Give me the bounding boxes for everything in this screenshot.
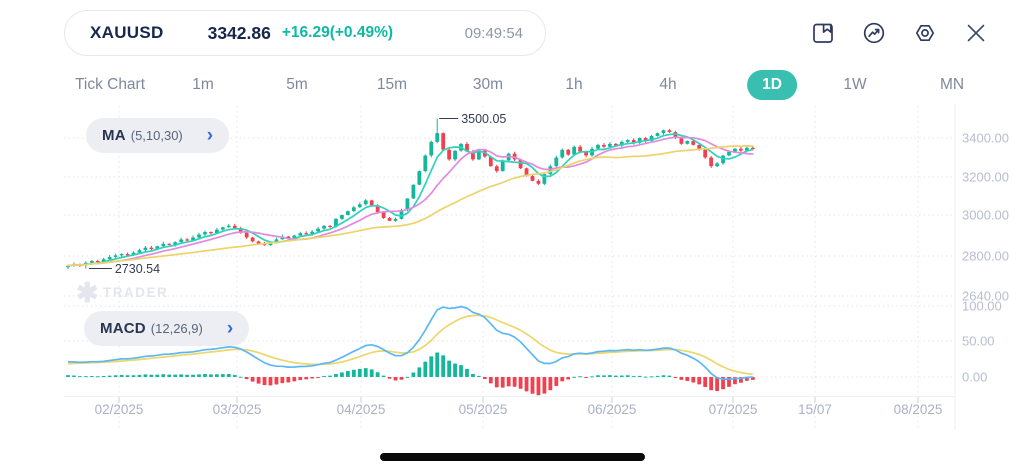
watermark-logo: ✱ <box>76 278 99 308</box>
date-axis-label: 04/2025 <box>337 402 386 417</box>
price-axis-label: 2640.00 <box>962 289 1009 304</box>
settings-button[interactable] <box>912 20 938 46</box>
gear-icon <box>915 24 935 42</box>
timeframe-tab-tick-chart[interactable]: Tick Chart <box>69 75 151 95</box>
watermark-text: TRADER <box>103 285 168 300</box>
date-axis-label: 15/07 <box>798 402 832 417</box>
date-axis-label: 05/2025 <box>459 402 508 417</box>
price-axis-label: 3400.00 <box>962 131 1009 146</box>
last-price: 3342.86 <box>207 22 271 43</box>
high-annotation: 3500.05 <box>461 112 506 126</box>
timeframe-tab-1h[interactable]: 1h <box>559 75 588 95</box>
timeframe-tab-1m[interactable]: 1m <box>186 75 220 95</box>
date-axis-label: 06/2025 <box>588 402 637 417</box>
indicators-button[interactable] <box>861 20 887 46</box>
timeframe-tab-5m[interactable]: 5m <box>280 75 314 95</box>
ma-label: MA <box>102 127 126 144</box>
timeframe-tab-1d[interactable]: 1D <box>747 70 797 100</box>
home-indicator[interactable] <box>380 453 645 461</box>
macd-axis-label: 100.00 <box>962 299 1002 314</box>
ma-params: (5,10,30) <box>130 128 183 143</box>
macd-params: (12,26,9) <box>150 321 203 336</box>
price-axis-label: 3200.00 <box>962 170 1009 185</box>
date-axis-label: 02/2025 <box>95 402 144 417</box>
macd-label: MACD <box>100 320 146 337</box>
timeframe-tab-15m[interactable]: 15m <box>371 75 413 95</box>
ma-indicator-pill[interactable]: MA (5,10,30) › <box>86 118 230 153</box>
trend-circle-icon <box>863 22 885 44</box>
symbol-label: XAUUSD <box>90 23 164 42</box>
macd-axis-label: 50.00 <box>962 334 995 349</box>
save-chart-button[interactable] <box>810 20 836 46</box>
close-button[interactable] <box>963 20 989 46</box>
chart-toolbar <box>810 20 989 46</box>
price-axis-label: 3000.00 <box>962 208 1009 223</box>
timeframe-tab-mn[interactable]: MN <box>934 75 970 95</box>
close-icon <box>967 24 985 42</box>
bookmark-save-icon <box>813 23 833 43</box>
quote-summary-pill[interactable]: XAUUSD 3342.86 +16.29(+0.49%) 09:49:54 <box>64 10 546 56</box>
quote-time: 09:49:54 <box>464 24 523 42</box>
date-axis-label: 08/2025 <box>894 402 943 417</box>
chevron-right-icon: › <box>226 317 234 339</box>
chevron-right-icon: › <box>206 124 214 146</box>
date-axis-label: 03/2025 <box>213 402 262 417</box>
low-annotation: 2730.54 <box>115 262 160 276</box>
price-axis-label: 2800.00 <box>962 249 1009 264</box>
timeframe-tab-4h[interactable]: 4h <box>653 75 682 95</box>
timeframe-tab-1w[interactable]: 1W <box>837 75 872 95</box>
timeframe-tab-30m[interactable]: 30m <box>467 75 509 95</box>
date-axis-label: 07/2025 <box>709 402 758 417</box>
macd-axis-label: 0.00 <box>962 370 987 385</box>
price-change: +16.29(+0.49%) <box>281 24 394 41</box>
macd-indicator-pill[interactable]: MACD (12,26,9) › <box>84 311 250 346</box>
